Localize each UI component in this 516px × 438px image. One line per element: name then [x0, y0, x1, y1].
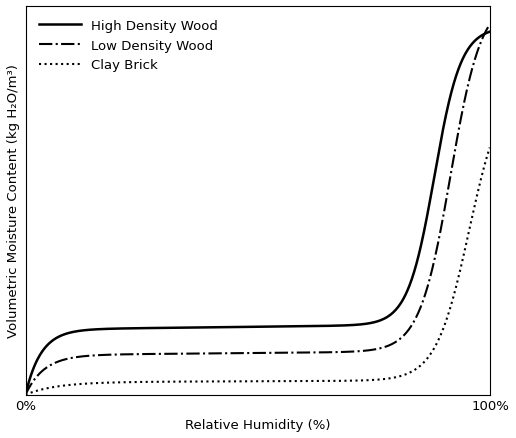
Low Density Wood	[422, 292, 428, 297]
Clay Brick	[487, 145, 493, 151]
Low Density Wood	[22, 392, 28, 397]
Low Density Wood	[292, 350, 298, 356]
Clay Brick	[318, 378, 324, 384]
Clay Brick	[292, 378, 298, 384]
Clay Brick	[422, 358, 428, 364]
Low Density Wood	[487, 23, 493, 28]
Line: Low Density Wood: Low Density Wood	[25, 25, 490, 395]
Low Density Wood	[375, 346, 381, 352]
High Density Wood	[292, 324, 298, 329]
High Density Wood	[51, 337, 57, 343]
Clay Brick	[51, 385, 57, 390]
High Density Wood	[422, 224, 428, 229]
High Density Wood	[318, 324, 324, 329]
High Density Wood	[304, 324, 310, 329]
Clay Brick	[22, 392, 28, 397]
High Density Wood	[375, 319, 381, 324]
X-axis label: Relative Humidity (%): Relative Humidity (%)	[185, 418, 331, 431]
High Density Wood	[22, 392, 28, 397]
Low Density Wood	[318, 350, 324, 355]
Low Density Wood	[304, 350, 310, 355]
Low Density Wood	[51, 361, 57, 366]
Clay Brick	[375, 377, 381, 382]
Line: Clay Brick: Clay Brick	[25, 148, 490, 395]
Legend: High Density Wood, Low Density Wood, Clay Brick: High Density Wood, Low Density Wood, Cla…	[32, 14, 225, 79]
Line: High Density Wood: High Density Wood	[25, 33, 490, 395]
Y-axis label: Volumetric Moisture Content (kg H₂O/m³): Volumetric Moisture Content (kg H₂O/m³)	[7, 64, 20, 337]
High Density Wood	[487, 30, 493, 35]
Clay Brick	[304, 378, 310, 384]
